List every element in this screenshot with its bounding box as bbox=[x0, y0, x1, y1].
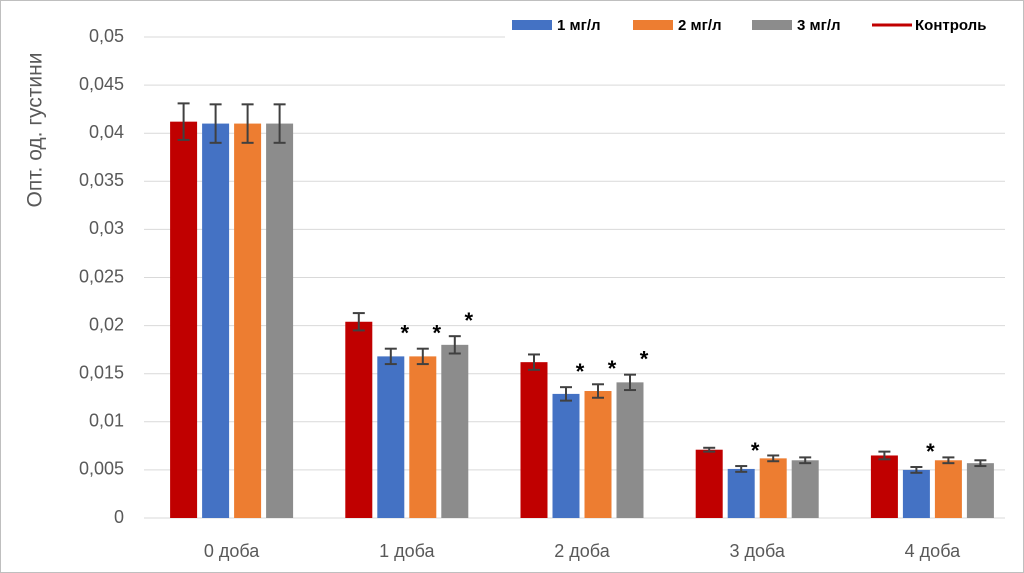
x-tick-label: 3 доба bbox=[729, 541, 785, 561]
significance-mark: * bbox=[640, 346, 649, 371]
x-tick-label: 4 доба bbox=[905, 541, 961, 561]
bar bbox=[345, 321, 373, 518]
bar bbox=[695, 449, 723, 518]
legend-swatch bbox=[752, 20, 792, 30]
y-axis-title: Опт. од. густини bbox=[24, 53, 47, 208]
bar bbox=[441, 344, 469, 518]
bar bbox=[727, 468, 755, 518]
legend-swatch bbox=[512, 20, 552, 30]
bar bbox=[902, 469, 930, 518]
bar bbox=[552, 393, 580, 518]
y-tick-label: 0,05 bbox=[89, 26, 124, 46]
bar bbox=[520, 362, 548, 518]
legend-label: 1 мг/л bbox=[557, 17, 601, 34]
y-tick-label: 0,025 bbox=[79, 266, 124, 286]
bar bbox=[266, 123, 294, 518]
x-tick-label: 0 доба bbox=[204, 541, 260, 561]
y-tick-label: 0,02 bbox=[89, 314, 124, 334]
bar bbox=[170, 121, 198, 518]
bar bbox=[870, 455, 898, 518]
legend-swatch bbox=[633, 20, 673, 30]
y-tick-label: 0,045 bbox=[79, 74, 124, 94]
bar bbox=[202, 123, 230, 518]
bar bbox=[616, 382, 644, 518]
y-tick-label: 0 bbox=[114, 507, 124, 527]
y-tick-label: 0,03 bbox=[89, 218, 124, 238]
significance-mark: * bbox=[401, 321, 410, 346]
x-tick-label: 1 доба bbox=[379, 541, 435, 561]
bar bbox=[409, 356, 437, 518]
y-tick-label: 0,01 bbox=[89, 411, 124, 431]
significance-mark: * bbox=[608, 356, 617, 381]
significance-mark: * bbox=[465, 308, 474, 333]
bar bbox=[966, 463, 994, 518]
y-tick-label: 0,04 bbox=[89, 122, 124, 142]
legend-label: Контроль bbox=[915, 17, 986, 34]
bar bbox=[791, 460, 819, 518]
x-tick-label: 2 доба bbox=[554, 541, 610, 561]
bar bbox=[234, 123, 262, 518]
significance-mark: * bbox=[751, 438, 760, 463]
significance-mark: * bbox=[576, 359, 585, 384]
y-tick-label: 0,035 bbox=[79, 170, 124, 190]
bar bbox=[584, 391, 612, 518]
legend-label: 2 мг/л bbox=[678, 17, 722, 34]
y-tick-label: 0,005 bbox=[79, 459, 124, 479]
significance-mark: * bbox=[433, 321, 442, 346]
legend-label: 3 мг/л bbox=[797, 17, 841, 34]
bar bbox=[759, 458, 787, 518]
bar bbox=[934, 460, 962, 518]
significance-mark: * bbox=[926, 439, 935, 464]
y-tick-label: 0,015 bbox=[79, 362, 124, 382]
bar bbox=[377, 356, 405, 518]
